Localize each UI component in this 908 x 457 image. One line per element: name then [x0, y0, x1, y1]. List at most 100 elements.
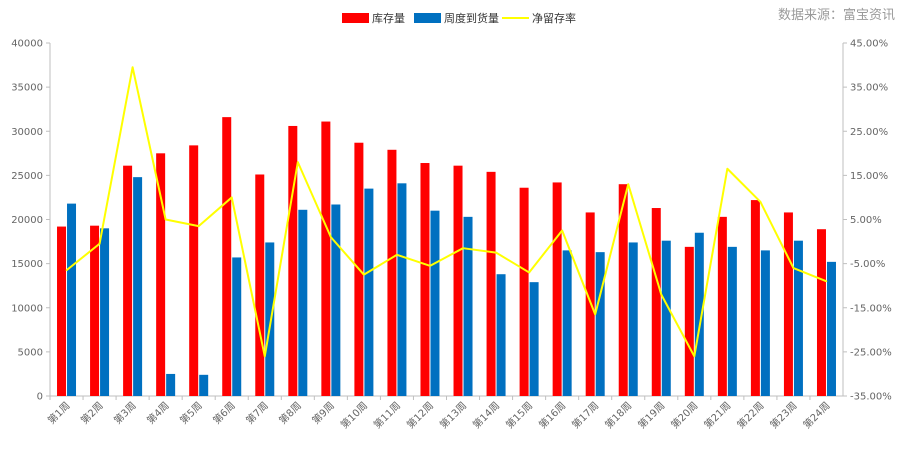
y-right-tick-label: 35.00%	[850, 83, 888, 94]
bar	[123, 165, 133, 396]
y-left-tick-label: 25000	[11, 171, 43, 182]
bar	[816, 229, 826, 396]
line-point	[759, 201, 762, 203]
bar	[90, 225, 100, 396]
line-point	[230, 196, 233, 199]
bar	[420, 163, 430, 396]
y-left-tick-label: 10000	[11, 303, 43, 314]
y-left-tick-label: 0	[37, 392, 43, 403]
x-tick-label: 第11周	[371, 399, 403, 431]
x-tick-label: 第2周	[78, 399, 106, 427]
line-point	[726, 167, 729, 170]
y-right-tick-label: -15.00%	[850, 303, 892, 314]
y-left-tick-label: 30000	[11, 127, 43, 138]
line-point	[660, 293, 663, 296]
x-tick-label: 第12周	[404, 399, 436, 431]
bar	[255, 174, 265, 396]
bar	[397, 183, 407, 396]
bar	[232, 257, 242, 396]
bar	[453, 165, 463, 396]
bar	[222, 117, 232, 396]
legend-item: 库存量	[342, 11, 405, 25]
x-tick-label: 第3周	[111, 399, 139, 427]
bar	[694, 232, 704, 396]
line-point	[462, 247, 464, 249]
x-tick-label: 第9周	[309, 399, 337, 427]
bar	[783, 212, 793, 396]
x-tick-label: 第24周	[800, 399, 832, 431]
bar	[265, 242, 275, 396]
bar	[618, 184, 628, 396]
bar	[67, 203, 77, 396]
line-point	[263, 355, 266, 358]
x-tick-label: 第1周	[45, 399, 73, 427]
x-tick-label: 第6周	[210, 399, 238, 427]
bar	[288, 125, 298, 396]
bar	[430, 210, 440, 396]
bar	[529, 282, 539, 396]
bar	[562, 250, 572, 396]
bar	[100, 228, 110, 396]
y-left-tick-label: 20000	[11, 215, 43, 226]
line-point	[330, 236, 332, 238]
bar	[727, 246, 737, 396]
bar	[552, 182, 562, 396]
x-axis-labels: 第1周 第2周 第3周 第4周 第5周 第6周 第7周 第8周 第9周 第10周 第11周 第12周第…	[45, 396, 833, 431]
bar	[486, 171, 496, 396]
line-point	[594, 313, 596, 316]
line-point	[131, 66, 134, 69]
line-point	[98, 242, 101, 245]
bar	[199, 374, 209, 396]
x-tick-label: 第15周	[503, 399, 535, 431]
y-left-tick-label: 5000	[18, 347, 43, 358]
y-right-tick-label: -35.00%	[850, 392, 892, 403]
bar	[463, 216, 473, 396]
bar	[189, 145, 199, 396]
bar-series-2	[67, 177, 836, 396]
legend-item: 周度到货量	[414, 11, 499, 25]
bar	[298, 209, 308, 396]
legend-label: 净留存率	[532, 11, 576, 25]
line-point	[627, 183, 630, 185]
bar	[321, 121, 331, 396]
x-tick-label: 第23周	[767, 399, 799, 431]
x-tick-label: 第5周	[177, 399, 205, 427]
bar	[364, 188, 374, 396]
legend-swatch	[414, 13, 441, 23]
y-right-tick-label: -25.00%	[850, 347, 892, 358]
line-point	[429, 265, 431, 267]
line-point	[297, 161, 299, 163]
y-right-tick-label: 5.00%	[850, 215, 882, 226]
line-point	[65, 269, 68, 272]
x-tick-label: 第21周	[701, 399, 733, 431]
bar	[57, 226, 67, 396]
bar	[496, 274, 506, 396]
x-tick-label: 第18周	[602, 399, 634, 431]
x-tick-label: 第22周	[734, 399, 766, 431]
y-left-tick-label: 15000	[11, 259, 43, 270]
bar	[760, 250, 770, 396]
line-point	[528, 271, 530, 274]
bar	[166, 373, 176, 396]
bar	[684, 246, 694, 396]
line-series	[65, 66, 828, 358]
x-tick-label: 第19周	[635, 399, 667, 431]
line-point	[164, 218, 167, 221]
x-tick-label: 第13周	[437, 399, 469, 431]
line-point	[693, 355, 696, 358]
line-point	[396, 254, 398, 256]
line-point	[561, 229, 563, 232]
y-right-tick-label: -5.00%	[850, 259, 885, 270]
legend: 库存量 周度到货量 净留存率	[342, 11, 576, 25]
x-tick-label: 第10周	[338, 399, 370, 431]
x-tick-label: 第8周	[276, 399, 304, 427]
bar	[156, 153, 166, 396]
x-tick-label: 第7周	[243, 399, 271, 427]
line-point	[825, 280, 828, 283]
line-point	[495, 251, 497, 254]
line-point	[792, 267, 795, 269]
y-right-tick-label: 15.00%	[850, 171, 888, 182]
line-point	[197, 225, 200, 227]
